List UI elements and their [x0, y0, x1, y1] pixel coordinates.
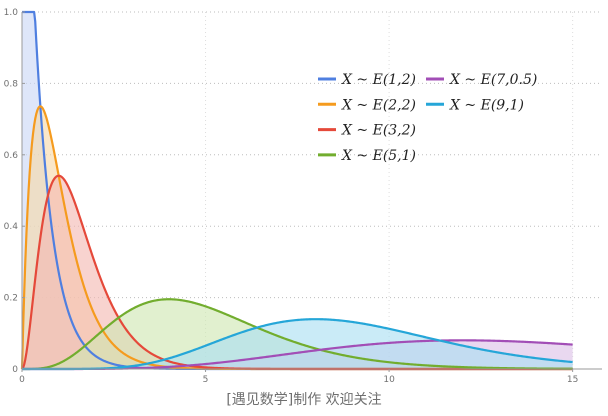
area-series-2: [22, 175, 573, 369]
grid-lines: [22, 11, 602, 369]
legend-label-0-2: X ~ E(3,2): [341, 123, 416, 139]
legend-label-0-1: X ~ E(2,2): [341, 97, 416, 113]
y-tick-label-3: 0.6: [4, 151, 19, 161]
legend: X ~ E(1,2) X ~ E(2,2) X ~ E(3,2) X ~ E(5,1)…: [318, 72, 537, 164]
y-tick-label-0: 0: [12, 365, 18, 375]
x-tick-labels: 0 5 10 15: [19, 369, 578, 385]
x-tick-label-2: 10: [383, 375, 395, 385]
y-tick-label-4: 0.8: [4, 79, 19, 89]
area-fills: [22, 12, 573, 369]
area-series-3: [22, 299, 573, 369]
line-series-5: [22, 318, 573, 371]
y-tick-label-1: 0.2: [4, 294, 18, 304]
caption: [遇见数学]制作 欢迎关注: [226, 392, 381, 408]
x-tick-label-3: 15: [567, 375, 578, 385]
legend-label-1-1: X ~ E(9,1): [449, 97, 524, 113]
legend-label-1-0: X ~ E(7,0.5): [449, 72, 537, 88]
x-tick-label-0: 0: [19, 375, 25, 385]
y-tick-label-5: 1.0: [4, 8, 19, 18]
axes: [21, 12, 602, 370]
line-series-3: [22, 298, 573, 371]
legend-label-0-3: X ~ E(5,1): [341, 148, 416, 164]
legend-label-0-0: X ~ E(1,2): [341, 72, 416, 88]
x-tick-label-1: 5: [203, 375, 209, 385]
y-tick-label-2: 0.4: [4, 222, 19, 232]
